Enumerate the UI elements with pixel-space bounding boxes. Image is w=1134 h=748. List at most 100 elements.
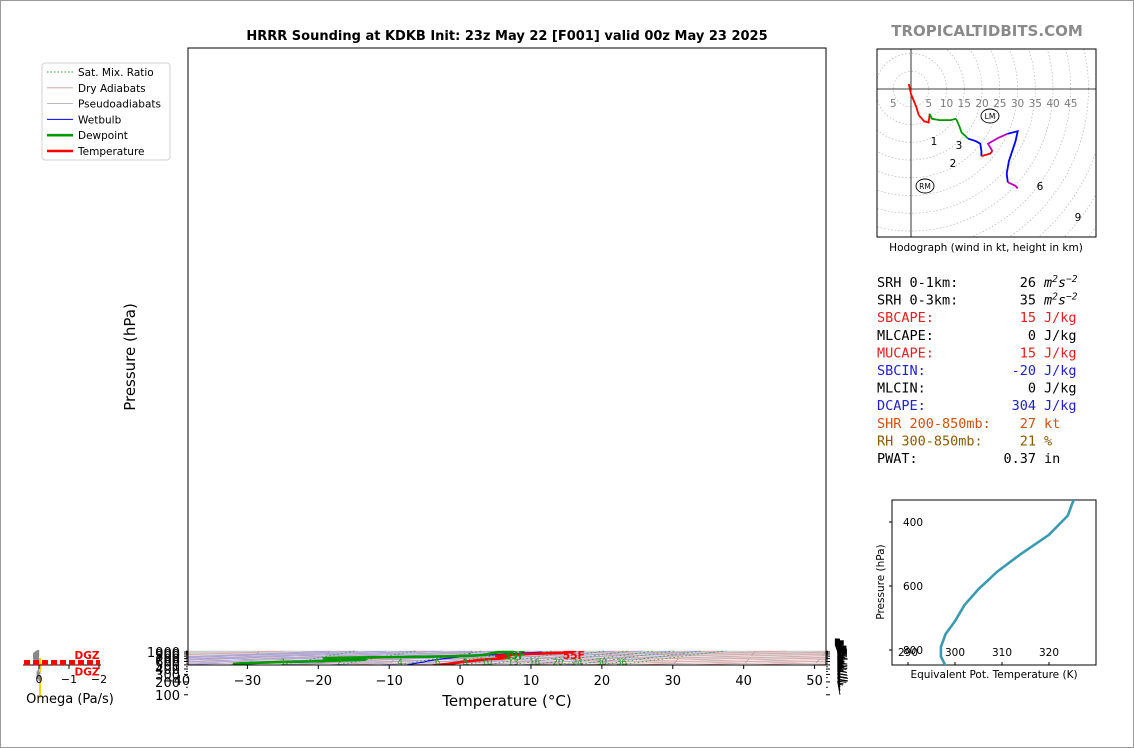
- hodograph-height-label: 3: [956, 140, 963, 152]
- hodograph-trace: [907, 83, 920, 116]
- stat-label: SRH 0-1km:: [877, 275, 958, 291]
- mixing-ratio-line: [616, 650, 723, 665]
- wind-barb-full: [837, 645, 847, 648]
- stat-value: 304: [1012, 398, 1036, 414]
- x-tick-label: −40: [163, 674, 190, 689]
- stat-unit: J/kg: [1044, 328, 1077, 344]
- wind-barb-half: [837, 683, 844, 686]
- hodograph-ring-label: 5: [925, 98, 932, 110]
- hodograph-ring-label: 25: [993, 98, 1006, 110]
- theta-e-x-tick-label: 320: [1039, 647, 1059, 659]
- mixing-ratio-label: 2: [337, 658, 342, 668]
- dry-adiabat: [505, 655, 826, 665]
- storm-motion-marker: [915, 178, 935, 194]
- theta-e-profile: [939, 500, 1076, 665]
- stat-label: SBCAPE:: [877, 310, 934, 326]
- hodograph-height-label: 1: [931, 136, 938, 148]
- mixing-ratio-label: 30: [596, 658, 607, 668]
- stat-unit: kt: [1044, 416, 1060, 432]
- hodograph-trace: [967, 137, 983, 157]
- theta-e-x-tick-label: 290: [898, 647, 918, 659]
- theta-e-x-tick-label: 300: [945, 647, 965, 659]
- pseudo-adiabat: [188, 650, 416, 661]
- mixing-ratio-label: 8: [462, 658, 467, 668]
- stat-row: MLCAPE: 0 J/kg: [877, 328, 1077, 344]
- theta-e-y-tick-label: 400: [903, 517, 923, 529]
- pseudo-adiabat: [469, 650, 671, 665]
- x-tick-label: −30: [234, 674, 261, 689]
- site-watermark: TROPICALTIDBITS.COM: [891, 22, 1083, 40]
- omega-bar: [39, 658, 41, 665]
- hodograph-ring-label: 20: [975, 98, 988, 110]
- mixing-ratio-label: 24: [572, 658, 583, 668]
- legend-label: Temperature: [77, 146, 145, 158]
- mixing-ratio-label: 13: [508, 658, 519, 668]
- wind-barb-full: [837, 680, 847, 683]
- mixing-ratio-line: [530, 650, 628, 665]
- wind-barb-full: [837, 673, 847, 676]
- x-tick-label: 40: [735, 674, 752, 689]
- x-tick-label: 20: [594, 674, 611, 689]
- dry-adiabat: [447, 653, 826, 665]
- stat-row: MLCIN: 0 J/kg: [877, 381, 1077, 397]
- skewt-axes-frame: [187, 47, 827, 666]
- wind-barb: [837, 680, 847, 695]
- storm-motion-label: LM: [985, 112, 996, 121]
- wind-barb-full: [837, 647, 847, 650]
- stat-value: 27: [1020, 416, 1036, 432]
- y-tick-label: 600: [155, 655, 180, 670]
- stat-unit: m2s−2: [1043, 292, 1078, 309]
- stat-value: 0: [1028, 381, 1036, 397]
- hodograph: 5 5 10 15 20 25 30 35 40 45: [877, 49, 1096, 237]
- mixing-ratio-line: [572, 650, 675, 665]
- legend-label: Sat. Mix. Ratio: [78, 67, 154, 79]
- mixing-ratio-label: 36: [616, 658, 627, 668]
- legend-label: Dewpoint: [78, 130, 128, 142]
- stat-row: MUCAPE: 15 J/kg: [877, 345, 1077, 361]
- hodograph-trace: [918, 113, 931, 124]
- x-tick-label: −10: [375, 674, 402, 689]
- y-tick-label: 500: [155, 659, 180, 674]
- stat-row: SBCIN: -20 J/kg: [877, 363, 1077, 379]
- stat-row: SHR 200-850mb: 27 kt: [877, 416, 1060, 432]
- stat-unit: m2s−2: [1043, 274, 1078, 291]
- omega-bar: [39, 691, 41, 698]
- pseudo-adiabat: [188, 650, 359, 659]
- x-axis-label: Temperature (°C): [441, 692, 571, 710]
- mixing-ratio-line: [460, 650, 552, 665]
- pseudo-adiabat: [188, 650, 444, 662]
- pseudo-adiabat: [188, 650, 387, 660]
- stat-unit: in: [1044, 451, 1060, 467]
- y-axis-label: Pressure (hPa): [121, 303, 139, 411]
- hodograph-ring-label: 5: [890, 98, 897, 110]
- y-tick-label: 1000: [147, 646, 180, 661]
- legend: Sat. Mix. Ratio Dry Adiabats Pseudoadiabat…: [41, 62, 171, 161]
- stat-value: 21: [1020, 433, 1036, 449]
- wind-barb-full: [837, 649, 847, 653]
- hodograph-trace: [955, 118, 969, 140]
- legend-label: Wetbulb: [78, 114, 122, 126]
- hodograph-trace: [1005, 129, 1019, 183]
- y-tick-label: 200: [155, 676, 180, 691]
- stat-label: MLCIN:: [877, 381, 926, 397]
- omega-tick-label: −1: [61, 673, 77, 686]
- hodograph-ring-label: 15: [958, 98, 971, 110]
- wind-barb-full: [837, 651, 847, 654]
- theta-e-frame: [891, 499, 1097, 666]
- pseudo-adiabat: [369, 650, 614, 665]
- temperature-profile: [427, 650, 574, 665]
- stat-label: SBCIN:: [877, 363, 926, 379]
- stat-unit: J/kg: [1044, 398, 1077, 414]
- mixing-ratio-label: 16: [529, 658, 540, 668]
- x-tick-label: −20: [305, 674, 332, 689]
- mixing-ratio-line: [508, 650, 605, 665]
- pseudo-adiabat: [514, 650, 699, 665]
- dry-adiabat: [678, 660, 826, 665]
- dry-adiabat: [188, 650, 356, 658]
- stat-row: SBCAPE: 15 J/kg: [877, 310, 1077, 326]
- pseudo-adiabat: [188, 650, 331, 657]
- stat-value: -20: [1012, 363, 1036, 379]
- dry-adiabat: [188, 650, 284, 655]
- storm-motion-marker: [980, 108, 1000, 124]
- dgz-label: DGZ: [75, 650, 100, 662]
